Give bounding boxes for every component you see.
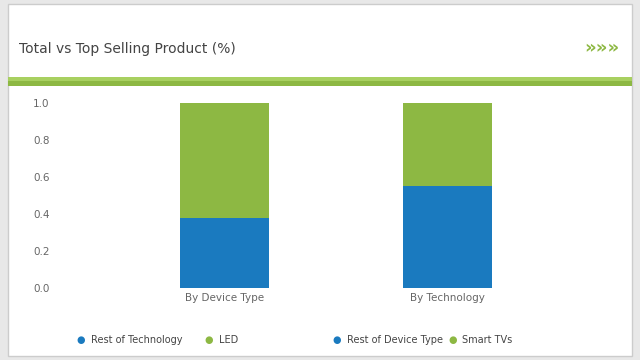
Text: Rest of Device Type: Rest of Device Type	[347, 335, 443, 345]
Bar	[403, 103, 492, 186]
Text: ●: ●	[205, 335, 213, 345]
Text: LED: LED	[219, 335, 238, 345]
Text: Rest of Technology: Rest of Technology	[91, 335, 182, 345]
Text: »»»: »»»	[584, 40, 620, 58]
Bar	[180, 103, 269, 218]
Text: ●: ●	[448, 335, 456, 345]
Text: Total vs Top Selling Product (%): Total vs Top Selling Product (%)	[19, 42, 236, 55]
Text: ●: ●	[77, 335, 85, 345]
Text: ●: ●	[333, 335, 341, 345]
Bar	[180, 218, 269, 288]
Bar	[403, 186, 492, 288]
Text: Smart TVs: Smart TVs	[462, 335, 513, 345]
